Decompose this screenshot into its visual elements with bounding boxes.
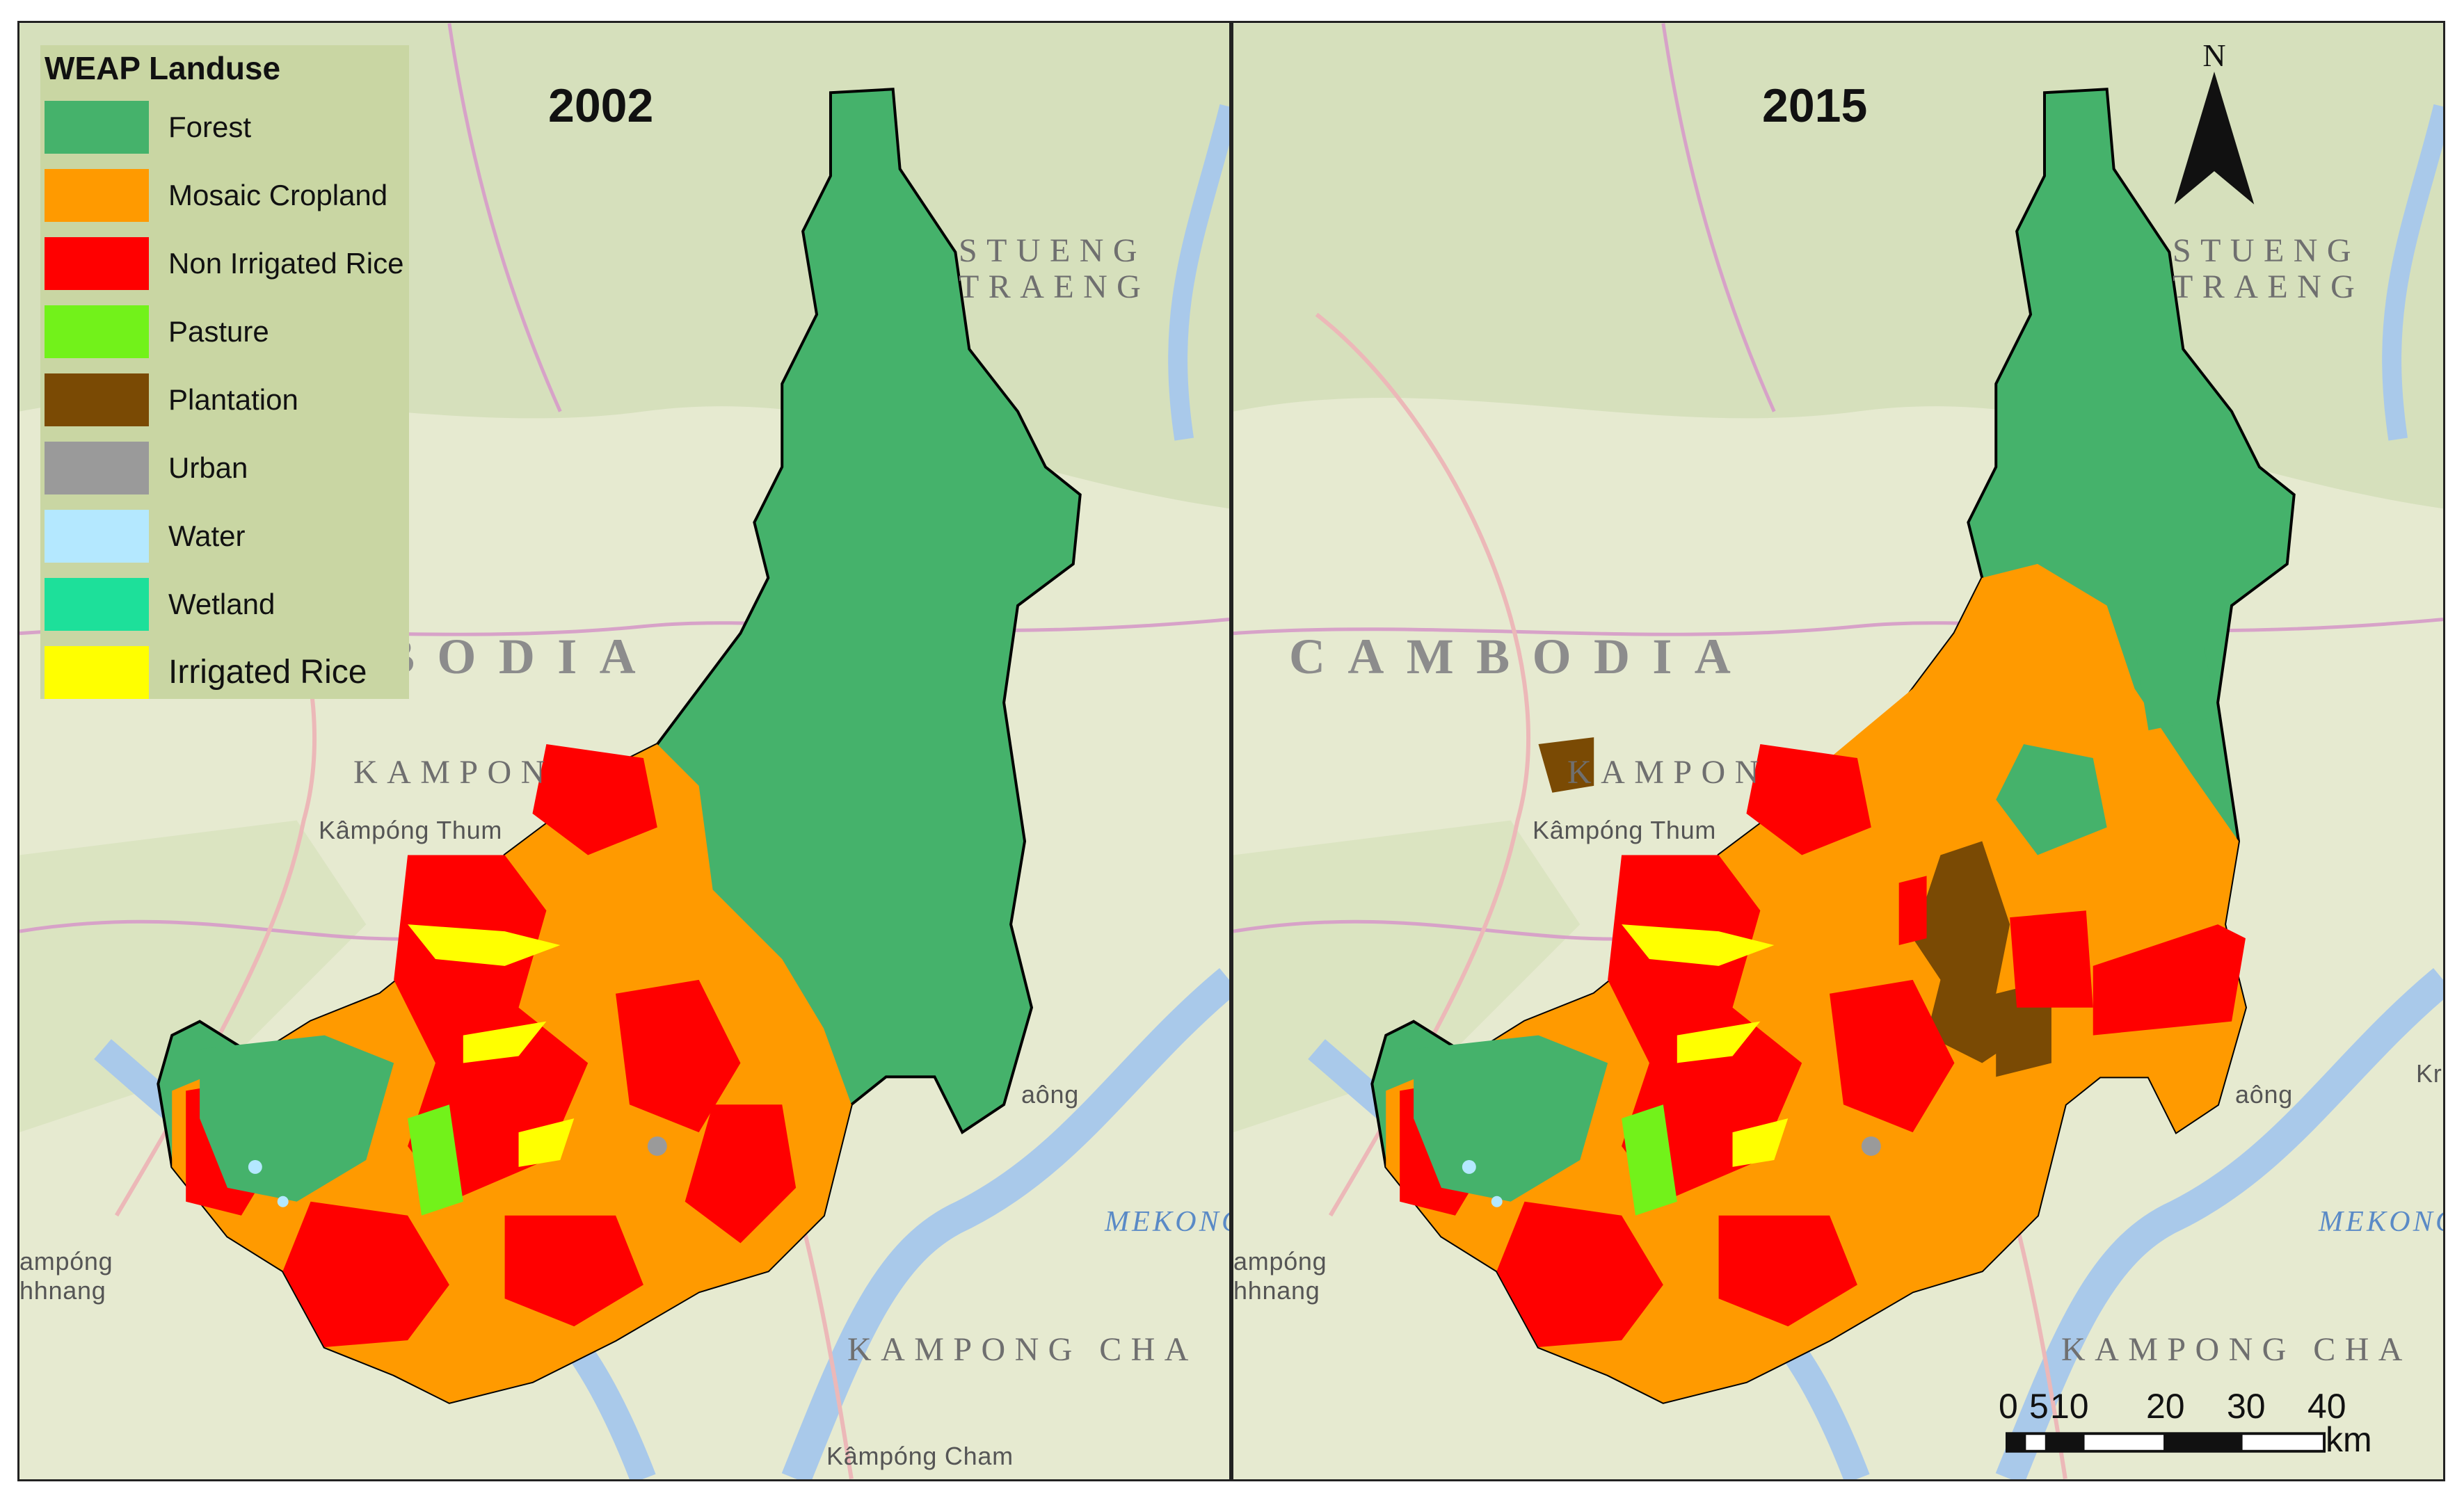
basemap-town-chhnang-1: ampóng [1233,1247,1327,1275]
north-arrow-icon [2174,72,2255,204]
basemap-town-snuol: aông [1021,1080,1079,1109]
legend-title: WEAP Landuse [45,50,281,86]
scale-tick-label: 0 [1999,1387,2018,1426]
legend-label: Pasture [168,315,269,348]
basemap-province-north-2: TRAENG [959,268,1151,305]
legend-item: Irrigated Rice [45,646,406,699]
map-year-label: 2002 [548,79,654,132]
basemap-river-label: MEKONG [2319,1206,2443,1238]
scale-tick-label: 30 [2227,1387,2266,1426]
basemap-2015 [1233,23,2443,1479]
scale-bar: 0 5 10 20 30 40 km [1999,1386,2388,1470]
legend-item: Non Irrigated Rice [45,237,406,290]
legend-label: Urban [168,451,248,484]
basemap-province-north: STUENG [959,232,1146,269]
legend-swatch [45,442,149,494]
legend-label: Irrigated Rice [168,654,367,691]
basemap-river-label: MEKONG [1105,1206,1229,1238]
legend-item: Forest [45,101,406,154]
legend-item: Mosaic Cropland [45,169,406,222]
legend-swatch [45,578,149,631]
legend-swatch [45,305,149,358]
legend-item: Urban [45,442,406,494]
basemap-province-north-2: TRAENG [2173,268,2365,305]
basemap-town-thum: Kâmpóng Thum [319,816,503,844]
scale-unit: km [2326,1420,2372,1459]
legend-item: Plantation [45,373,406,426]
legend-item: Pasture [45,305,406,358]
legend-swatch [45,237,149,290]
basemap-town-cham: Kâmpóng Cham [826,1442,1014,1470]
legend-item: Wetland [45,578,406,631]
legend-label: Water [168,520,246,552]
legend-swatch [45,101,149,154]
legend-label: Non Irrigated Rice [168,247,404,280]
legend-label: Forest [168,111,252,143]
map-legend: WEAP Landuse Forest Mosaic Cropland Non … [40,45,409,699]
legend-label: Plantation [168,383,298,416]
basemap-country-label: CAMBODIA [1289,629,1754,684]
basemap-province-south: KAMPONG CHA [2061,1331,2412,1368]
basemap-town-kr: Kr [2416,1059,2442,1088]
scale-tick-label: 40 [2307,1387,2346,1426]
basemap-town-thum: Kâmpóng Thum [1533,816,1717,844]
basemap-town-chhnang-2: hhnang [19,1276,106,1305]
scale-tick-label: 5 [2029,1387,2049,1426]
map-panel-2002: 2002 BODIA STUENG TRAENG KAMPON Kâmpóng … [17,21,1231,1481]
map-panel-2015: 2015 CAMBODIA STUENG TRAENG KAMPON Kâmpó… [1231,21,2445,1481]
basemap-town-snuol: aông [2235,1080,2293,1109]
legend-item: Water [45,510,406,563]
basemap-country-label: BODIA [381,629,659,684]
basemap-town-chhnang-2: hhnang [1233,1276,1320,1305]
legend-swatch [45,510,149,563]
basemap-province-south: KAMPONG CHA [847,1331,1198,1368]
basemap-town-chhnang-1: ampóng [19,1247,113,1275]
legend-swatch [45,373,149,426]
north-arrow-label: N [2202,38,2226,73]
basemap-province-mid: KAMPON [353,754,554,791]
map-year-label: 2015 [1762,79,1868,132]
scale-tick-label: 20 [2146,1387,2185,1426]
legend-label: Mosaic Cropland [168,179,388,211]
north-arrow: N [2166,37,2263,218]
basemap-province-north: STUENG [2173,232,2360,269]
scale-tick-label: 10 [2050,1387,2089,1426]
basemap-province-mid: KAMPON [1567,754,1768,791]
legend-swatch [45,646,149,699]
scale-bar-graphic [2006,1432,2326,1453]
basemap-2002 [19,23,1229,1479]
landuse-polygon-2002 [157,88,1082,1404]
landuse-polygon-2015 [1370,88,2296,1404]
legend-label: Wetland [168,588,275,620]
legend-swatch [45,169,149,222]
